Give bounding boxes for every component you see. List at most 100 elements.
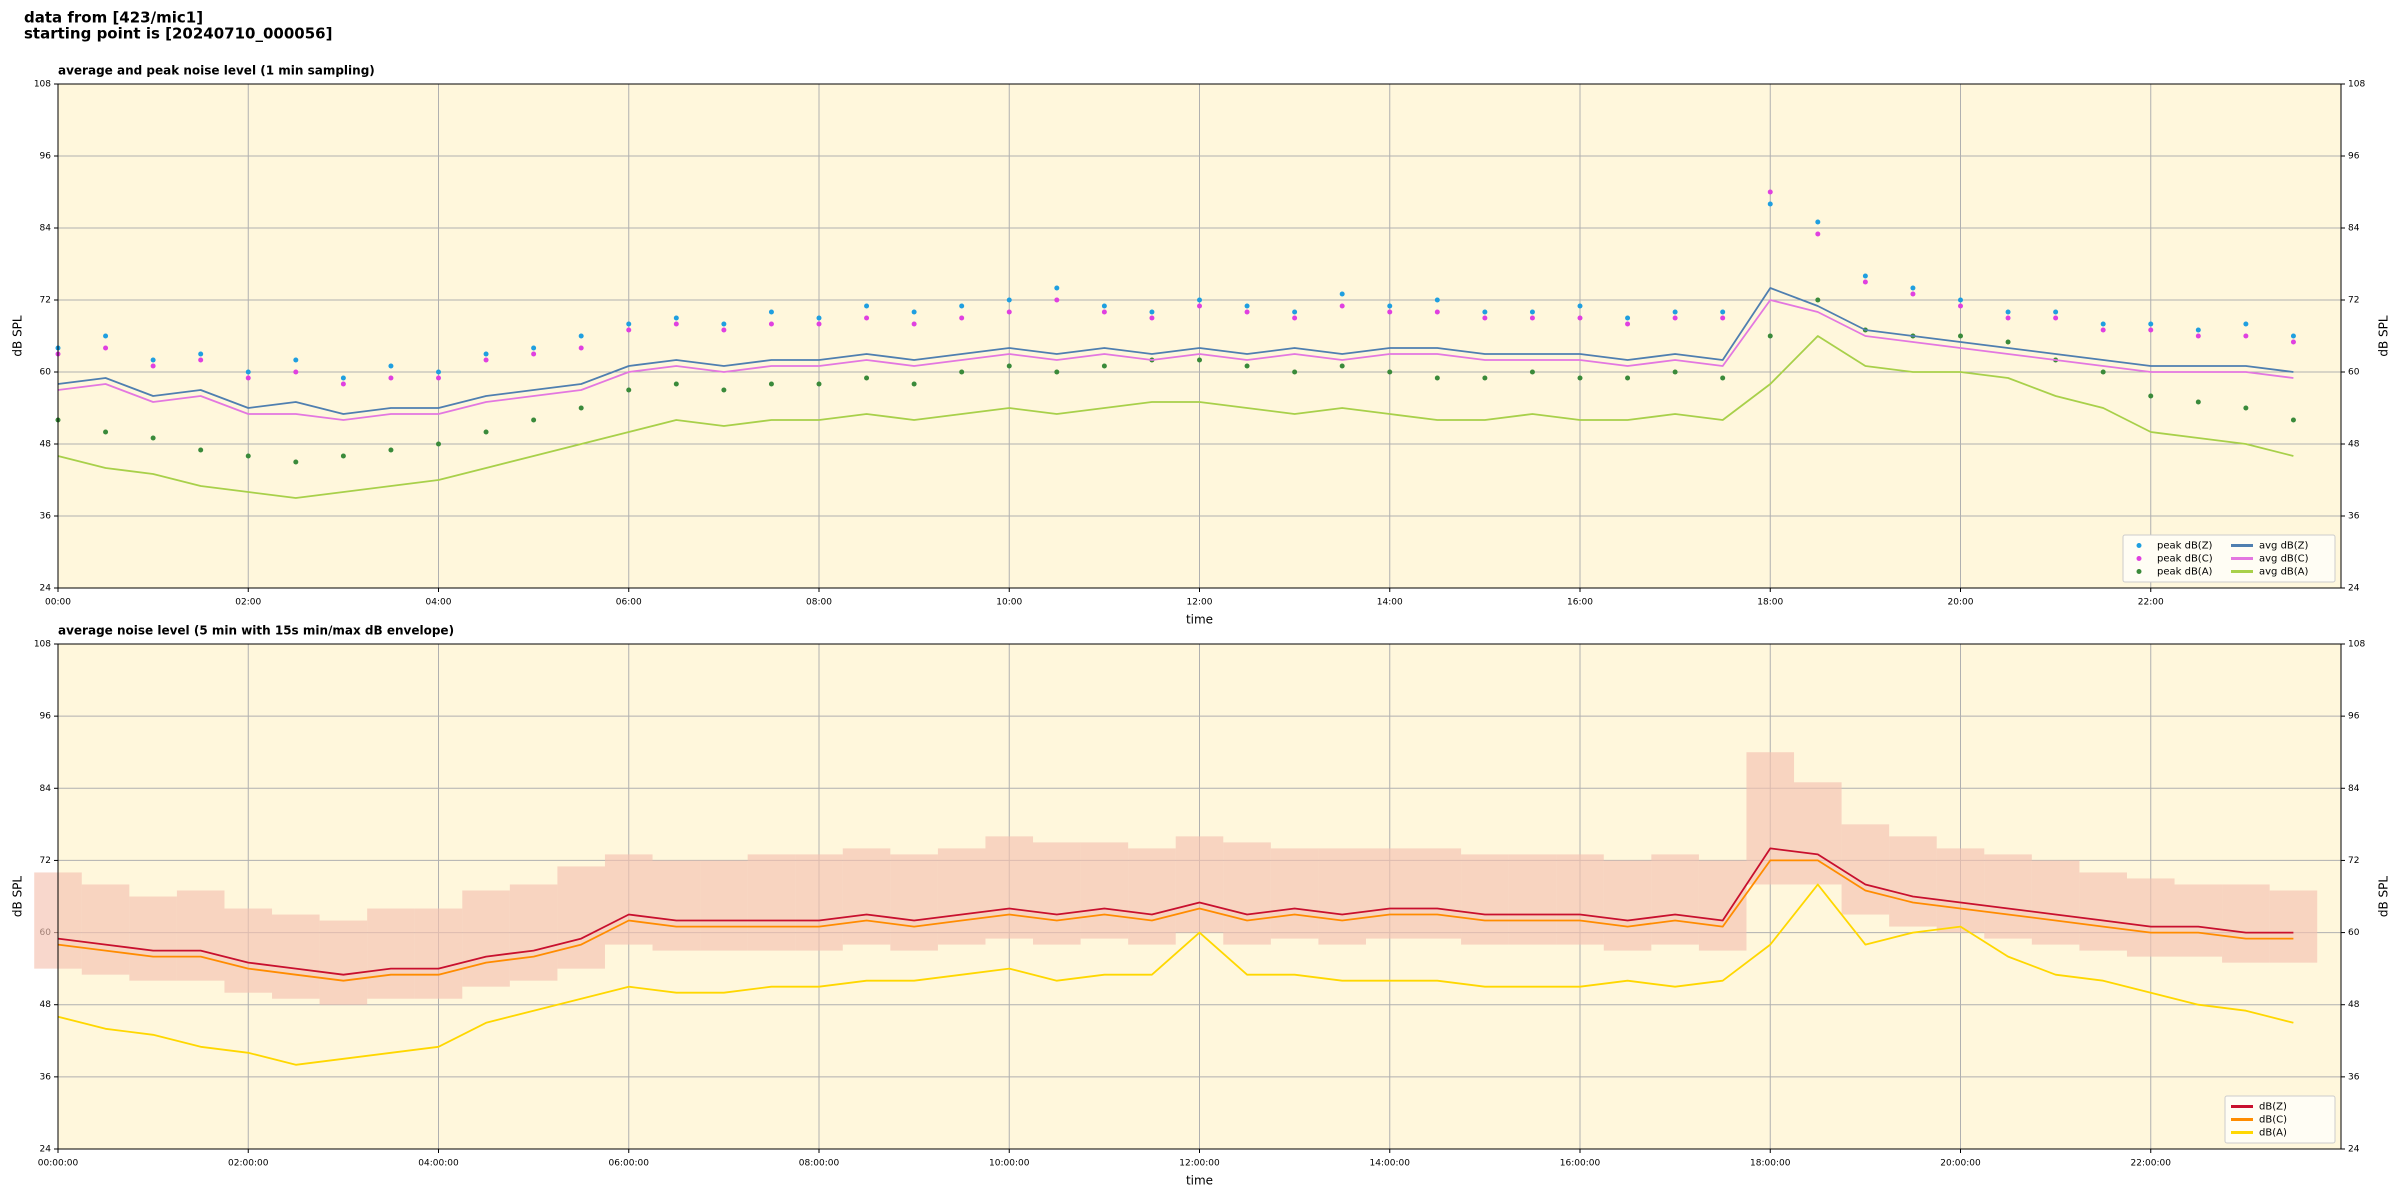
y-tick-label: 36 <box>40 512 52 522</box>
y-tick-label: 48 <box>40 1000 52 1010</box>
legend-box <box>2122 534 2336 583</box>
header-line: starting point is [20240710_000056] <box>24 25 332 43</box>
peak-point <box>1625 321 1631 327</box>
peak-point <box>816 315 822 321</box>
peak-point <box>150 363 156 369</box>
y-tick-label: 84 <box>40 224 52 234</box>
peak-point <box>1292 309 1298 315</box>
envelope-band <box>129 896 177 981</box>
envelope-band <box>1080 842 1129 939</box>
peak-point <box>483 351 489 357</box>
peak-point <box>721 321 727 327</box>
envelope-band <box>1651 854 1699 945</box>
peak-point <box>2148 393 2154 399</box>
x-axis-label: time <box>1186 1174 1213 1188</box>
envelope-band <box>176 890 225 981</box>
y-tick-label: 96 <box>2348 152 2360 162</box>
peak-point <box>1720 315 1726 321</box>
series-line <box>57 859 2294 982</box>
peak-point <box>2005 339 2011 345</box>
peak-point <box>2243 333 2249 339</box>
peak-point <box>2100 321 2106 327</box>
envelope-band <box>414 908 463 999</box>
peak-point <box>388 375 394 381</box>
x-tick-label: 08:00:00 <box>799 1159 840 1169</box>
envelope-band <box>1175 836 1224 933</box>
y-tick-label: 24 <box>40 1145 52 1155</box>
peak-point <box>721 387 727 393</box>
peak-point <box>103 429 109 435</box>
peak-point <box>1244 363 1250 369</box>
peak-point <box>198 351 204 357</box>
envelope-band <box>1556 854 1604 945</box>
peak-point <box>1339 303 1345 309</box>
peak-point <box>2005 309 2011 315</box>
peak-point <box>293 459 299 465</box>
subplot: average noise level (5 min with 15s min/… <box>11 624 2391 1188</box>
peak-point <box>1292 369 1298 375</box>
peak-point <box>1244 303 1250 309</box>
peak-point <box>388 447 394 453</box>
envelope-band <box>985 836 1034 939</box>
x-tick-label: 12:00 <box>1187 598 1213 608</box>
series-line <box>57 287 2294 415</box>
peak-point <box>1672 309 1678 315</box>
peak-point <box>245 369 251 375</box>
envelope-band <box>795 854 843 951</box>
peak-point <box>1482 309 1488 315</box>
peak-point <box>2290 339 2296 345</box>
peak-point <box>721 327 727 333</box>
peak-point <box>2290 333 2296 339</box>
peak-point <box>1054 297 1060 303</box>
y-tick-label: 60 <box>2348 928 2360 938</box>
envelope-band <box>2222 884 2270 963</box>
y-tick-label: 96 <box>40 152 52 162</box>
peak-point <box>1197 297 1202 303</box>
y-tick-label: 60 <box>40 368 52 378</box>
plot-frame <box>57 643 2342 1150</box>
peak-point <box>1815 297 1821 303</box>
peak-point <box>1054 369 1060 375</box>
peak-point <box>245 453 251 459</box>
peak-point <box>2195 399 2201 405</box>
x-tick-label: 20:00 <box>1948 598 1974 608</box>
peak-point <box>864 303 870 309</box>
peak-point <box>2148 321 2154 327</box>
peak-point <box>626 327 632 333</box>
x-tick-label: 22:00 <box>2138 598 2164 608</box>
envelope-band <box>1461 854 1509 945</box>
peak-point <box>2290 417 2296 423</box>
peak-point <box>673 321 679 327</box>
peak-point <box>1101 303 1107 309</box>
peak-point <box>2100 327 2106 333</box>
peak-point <box>2243 321 2249 327</box>
peak-point <box>1958 333 1963 339</box>
subplot-title: average and peak noise level (1 min samp… <box>58 64 375 78</box>
envelope-band <box>224 908 273 993</box>
legend-marker <box>2136 543 2142 548</box>
peak-point <box>1101 363 1107 369</box>
peak-point <box>436 369 441 375</box>
peak-point <box>483 429 489 435</box>
peak-point <box>1720 375 1726 381</box>
peak-point <box>2148 327 2154 333</box>
peak-point <box>1482 375 1488 381</box>
peak-point <box>150 435 156 441</box>
envelope-band <box>1936 848 1985 933</box>
y-tick-label: 60 <box>2348 368 2360 378</box>
y-tick-label: 36 <box>2348 512 2360 522</box>
peak-point <box>483 357 489 363</box>
peak-point <box>864 375 870 381</box>
envelope-band <box>2031 860 2080 945</box>
series-line <box>57 883 2294 1066</box>
peak-point <box>578 405 584 411</box>
peak-point <box>1910 285 1916 291</box>
legend-label: dB(C) <box>2259 1115 2287 1126</box>
x-tick-label: 20:00:00 <box>1940 1159 1981 1169</box>
x-tick-label: 10:00:00 <box>989 1159 1030 1169</box>
envelope-band <box>1270 848 1319 939</box>
envelope-band <box>2126 878 2175 957</box>
peak-point <box>1101 309 1107 315</box>
legend-label: avg dB(A) <box>2259 567 2309 578</box>
y-axis-label: dB SPL <box>11 315 25 357</box>
